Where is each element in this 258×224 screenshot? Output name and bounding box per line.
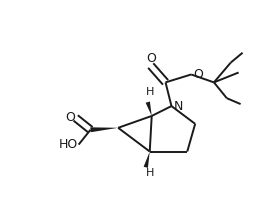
Text: N: N: [173, 100, 183, 113]
Text: O: O: [193, 68, 203, 81]
Text: HO: HO: [58, 138, 78, 151]
Text: H: H: [146, 168, 154, 178]
Polygon shape: [90, 127, 118, 132]
Text: O: O: [146, 52, 156, 65]
Polygon shape: [144, 151, 150, 168]
Text: H: H: [146, 87, 154, 97]
Text: O: O: [65, 111, 75, 124]
Polygon shape: [146, 101, 152, 116]
